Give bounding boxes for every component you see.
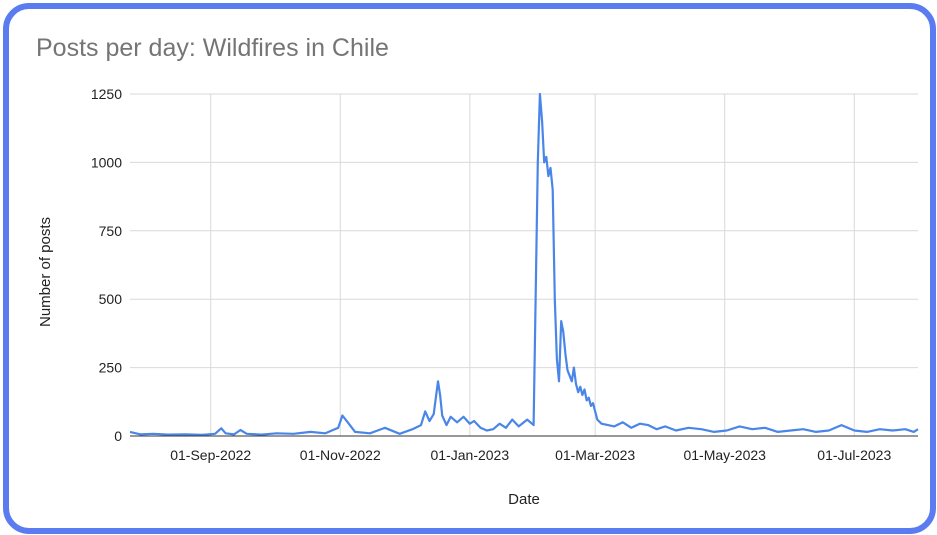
series-line xyxy=(129,92,919,436)
y-tick-label: 500 xyxy=(99,291,123,307)
x-tick-label: 01-Jul-2023 xyxy=(817,447,891,463)
x-tick-label: 01-May-2023 xyxy=(683,447,766,463)
x-tick-label: 01-Mar-2023 xyxy=(555,447,635,463)
y-tick-label: 750 xyxy=(99,223,123,239)
x-tick-label: 01-Nov-2022 xyxy=(300,447,381,463)
y-tick-label: 250 xyxy=(99,360,123,376)
y-axis-label: Number of posts xyxy=(37,217,54,327)
x-tick-label: 01-Jan-2023 xyxy=(431,447,510,463)
y-axis-ticks: 0 250 500 750 1000 1250 xyxy=(91,86,122,444)
grid-lines xyxy=(130,93,918,436)
y-tick-label: 1000 xyxy=(91,154,122,170)
y-tick-label: 0 xyxy=(114,428,122,444)
y-tick-label: 1250 xyxy=(91,86,122,102)
x-tick-label: 01-Sep-2022 xyxy=(170,447,251,463)
x-axis-ticks: 01-Sep-2022 01-Nov-2022 01-Jan-2023 01-Mar-… xyxy=(170,447,891,463)
chart-title: Posts per day: Wildfires in Chile xyxy=(36,34,389,62)
x-axis-label: Date xyxy=(508,491,540,508)
